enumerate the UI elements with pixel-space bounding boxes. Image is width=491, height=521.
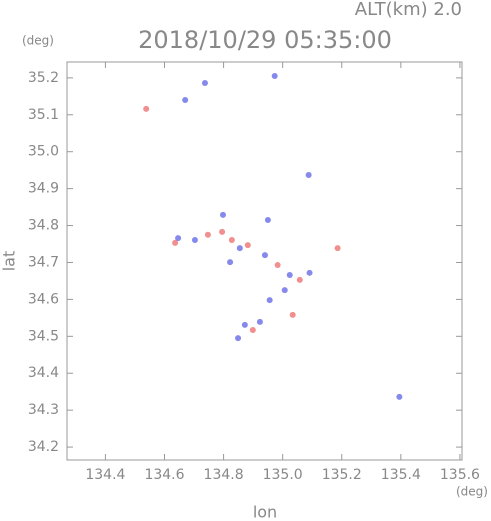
echo-point xyxy=(241,321,248,328)
y-tick-label: 34.9 xyxy=(28,181,59,197)
y-tick-label: 35.0 xyxy=(28,144,59,160)
y-axis-label: lat xyxy=(0,251,19,272)
echo-point xyxy=(191,236,198,243)
y-tick-label: 34.7 xyxy=(28,254,59,270)
y-tick-label: 34.5 xyxy=(28,328,59,344)
x-tick-label: 135.2 xyxy=(322,467,362,483)
y-tick-label: 34.3 xyxy=(28,402,59,418)
echo-point xyxy=(219,211,226,218)
x-tick-label: 134.4 xyxy=(85,467,125,483)
y-tick-label: 34.6 xyxy=(28,291,59,307)
echo-point xyxy=(289,311,296,318)
x-tick-label: 135.6 xyxy=(440,467,480,483)
echo-point xyxy=(249,327,256,334)
x-tick-label: 135.0 xyxy=(263,467,303,483)
echo-point xyxy=(201,80,208,87)
echo-point xyxy=(274,262,281,269)
echo-point xyxy=(236,245,243,252)
y-tick-label: 34.8 xyxy=(28,218,59,234)
echo-point xyxy=(143,105,150,112)
echo-point xyxy=(264,217,271,224)
echo-point xyxy=(305,171,312,178)
echo-point xyxy=(235,335,242,342)
echo-point xyxy=(334,245,341,252)
echo-point xyxy=(244,242,251,249)
echo-point xyxy=(286,272,293,279)
x-tick-label: 134.8 xyxy=(204,467,244,483)
y-tick-label: 34.4 xyxy=(28,365,59,381)
x-unit: (deg) xyxy=(456,485,488,499)
echo-point xyxy=(219,228,226,235)
echo-point xyxy=(172,239,179,246)
plot-frame xyxy=(66,61,463,461)
echo-point xyxy=(266,297,273,304)
chart-title: 2018/10/29 05:35:00 xyxy=(138,26,392,54)
echo-point xyxy=(227,259,234,266)
x-tick-label: 134.6 xyxy=(144,467,184,483)
x-axis-label: lon xyxy=(253,503,277,521)
echo-point xyxy=(261,252,268,259)
y-unit: (deg) xyxy=(22,34,54,48)
echo-point xyxy=(281,287,288,294)
echo-point xyxy=(256,318,263,325)
echo-point xyxy=(396,393,403,400)
y-tick-label: 35.1 xyxy=(28,107,59,123)
y-tick-label: 34.2 xyxy=(28,439,59,455)
x-tick-label: 135.4 xyxy=(381,467,421,483)
echo-point xyxy=(271,73,278,80)
echo-point xyxy=(306,269,313,276)
echo-point xyxy=(296,276,303,283)
y-tick-label: 35.2 xyxy=(28,70,59,86)
echo-point xyxy=(204,231,211,238)
echo-point xyxy=(228,236,235,243)
chart-subtitle: ALT(km) 2.0 xyxy=(355,0,462,20)
echo-point xyxy=(175,235,182,242)
echo-point xyxy=(182,97,189,104)
